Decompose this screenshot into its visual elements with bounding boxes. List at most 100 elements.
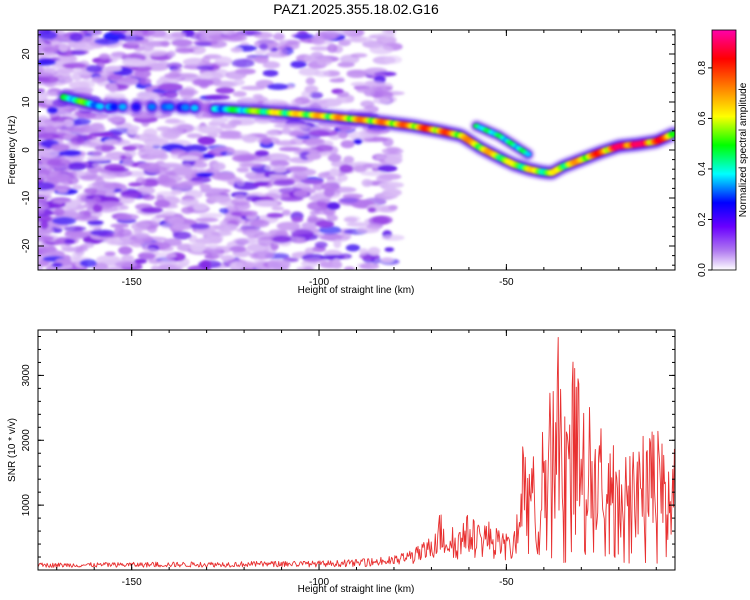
noise-cell <box>131 66 152 72</box>
noise-cell <box>182 57 207 67</box>
noise-cell <box>164 72 181 79</box>
noise-cell <box>119 205 129 210</box>
noise-cell <box>245 171 257 177</box>
noise-cell <box>353 165 367 173</box>
noise-cell <box>366 127 391 134</box>
noise-cell <box>97 201 124 207</box>
spectrogram-xtick-label: -150 <box>122 277 142 288</box>
noise-cell <box>71 87 94 93</box>
ridge-cell <box>109 103 118 111</box>
noise-cell <box>278 146 302 152</box>
noise-cell <box>242 134 258 143</box>
snr-ytick-label: 2000 <box>21 429 32 452</box>
noise-cell <box>307 153 320 160</box>
noise-cell <box>318 225 342 235</box>
noise-cell <box>309 129 331 137</box>
noise-cell <box>72 184 83 190</box>
noise-cell <box>167 50 176 58</box>
noise-cell <box>359 263 380 270</box>
noise-cell <box>80 174 104 181</box>
colorbar-tick-label: 0.4 <box>697 162 708 176</box>
spectrogram-ytick-label: 10 <box>21 96 32 108</box>
noise-cell <box>109 30 128 35</box>
noise-cell <box>62 62 87 69</box>
noise-cell <box>171 39 193 47</box>
noise-cell <box>291 217 304 223</box>
noise-cell <box>161 210 176 217</box>
noise-cell <box>190 223 210 230</box>
noise-cell <box>140 207 164 214</box>
noise-cell <box>326 202 341 210</box>
noise-cell <box>252 94 264 99</box>
branch-cell <box>524 151 532 157</box>
noise-cell <box>310 46 332 51</box>
noise-cell <box>293 33 315 40</box>
noise-cell <box>44 121 68 127</box>
noise-cell <box>38 194 53 201</box>
noise-cell <box>128 182 143 187</box>
noise-cell <box>157 82 183 91</box>
noise-cell <box>333 239 342 249</box>
noise-cell <box>262 61 281 69</box>
noise-cell <box>339 164 354 173</box>
noise-cell <box>75 111 97 120</box>
noise-cell <box>182 144 208 154</box>
noise-cell <box>136 91 158 99</box>
noise-cell <box>59 149 82 157</box>
noise-cell <box>378 173 402 180</box>
noise-cell <box>340 233 352 240</box>
noise-cell <box>337 174 348 182</box>
noise-cell <box>301 90 312 99</box>
spectrogram-ylabel: Frequency (Hz) <box>7 116 18 185</box>
noise-cell <box>108 83 118 93</box>
colorbar-label: Normalized spectral amplitude <box>738 82 749 217</box>
noise-cell <box>258 43 268 51</box>
noise-cell <box>384 155 403 165</box>
noise-cell <box>132 30 156 37</box>
noise-cell <box>356 88 374 94</box>
ridge-cell <box>165 103 174 111</box>
ridge-cell <box>147 103 156 111</box>
noise-cell <box>141 41 155 52</box>
noise-cell <box>125 40 146 46</box>
noise-cell <box>38 132 60 140</box>
noise-cell <box>44 125 57 133</box>
noise-cell <box>131 111 155 119</box>
noise-cell <box>304 266 313 270</box>
noise-cell <box>315 144 334 152</box>
noise-cell <box>171 167 194 176</box>
noise-cell <box>210 68 229 78</box>
noise-cell <box>377 164 398 173</box>
noise-cell <box>208 195 232 203</box>
noise-cell <box>108 57 118 63</box>
noise-cell <box>51 262 63 268</box>
noise-cell <box>208 34 234 41</box>
noise-cell <box>272 165 287 173</box>
noise-cell <box>343 155 355 164</box>
noise-cell <box>46 158 71 166</box>
spectrogram-ridge <box>60 94 675 176</box>
noise-cell <box>254 49 266 55</box>
noise-cell <box>196 65 215 71</box>
noise-cell <box>78 79 96 89</box>
noise-cell <box>58 43 69 52</box>
noise-cell <box>384 247 395 253</box>
ridge-cell <box>132 103 141 111</box>
snr-plot-area <box>38 337 675 568</box>
noise-cell <box>275 230 289 237</box>
noise-cell <box>177 73 198 79</box>
noise-cell <box>150 265 160 270</box>
noise-cell <box>38 59 56 66</box>
ridge-cell <box>190 104 199 112</box>
noise-cell <box>343 217 358 223</box>
noise-cell <box>338 130 348 139</box>
noise-cell <box>49 175 74 183</box>
noise-cell <box>65 127 85 133</box>
noise-cell <box>104 251 116 256</box>
noise-cell <box>54 207 65 216</box>
noise-cell <box>361 179 373 187</box>
noise-cell <box>345 244 361 252</box>
